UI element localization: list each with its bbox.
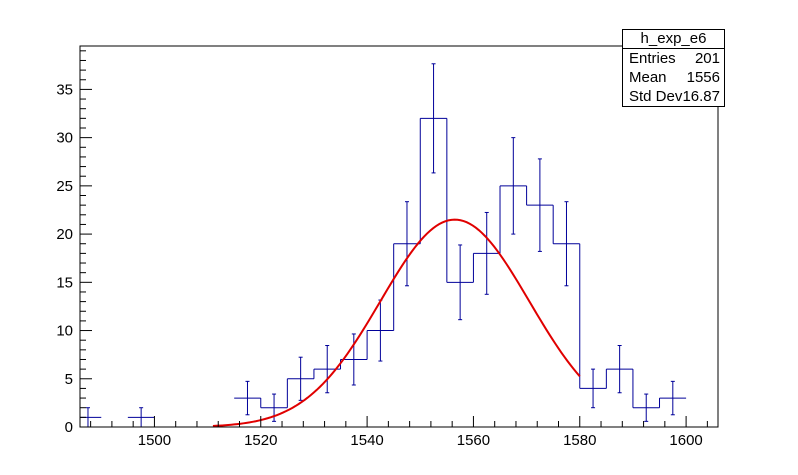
x-tick-label: 1540 (350, 432, 383, 449)
y-tick-label: 20 (56, 226, 73, 243)
x-tick-label: 1500 (138, 432, 171, 449)
y-tick-label: 30 (56, 130, 73, 147)
plot-frame (79, 45, 719, 428)
stats-row-mean: Mean 1556 (623, 68, 724, 87)
stats-value: 16.87 (682, 88, 720, 105)
stats-row-entries: Entries 201 (623, 49, 724, 68)
y-tick-label: 35 (56, 81, 73, 98)
x-tick-label: 1520 (244, 432, 277, 449)
histogram-bin (367, 299, 394, 362)
y-tick-label: 0 (65, 419, 73, 436)
histogram-bin (526, 158, 554, 252)
y-tick-label: 25 (56, 178, 73, 195)
y-tick-label: 10 (56, 323, 73, 340)
histogram-bin (579, 368, 607, 409)
histogram-bin (234, 380, 261, 416)
stats-label: Std Dev (629, 88, 683, 105)
fit-curve-layer (212, 218, 581, 427)
histogram-bin (260, 393, 288, 422)
histogram-bin (127, 407, 155, 427)
histogram-bin (659, 380, 687, 416)
x-tick-label: 1600 (669, 432, 702, 449)
histogram-bin (287, 356, 314, 401)
fit-curve (212, 218, 581, 427)
x-tick-label: 1580 (563, 432, 596, 449)
y-tick-label: 5 (65, 371, 73, 388)
histogram-bin (393, 201, 421, 287)
histogram-bin (446, 244, 474, 321)
stats-label: Mean (629, 69, 667, 86)
histogram-bin (500, 137, 527, 235)
histogram-bin (606, 344, 633, 394)
histogram-bins (80, 63, 687, 427)
x-tick-label: 1560 (457, 432, 490, 449)
histogram-bin (553, 201, 580, 287)
stats-title: h_exp_e6 (623, 30, 724, 49)
y-tick-label: 15 (56, 274, 73, 291)
histogram-bin (420, 63, 447, 174)
stats-label: Entries (629, 50, 676, 67)
stats-row-stddev: Std Dev 16.87 (623, 87, 724, 106)
histogram-bin (340, 333, 368, 386)
stats-value: 201 (694, 50, 720, 67)
stats-value: 1556 (686, 69, 720, 86)
histogram-bin (632, 393, 660, 422)
histogram-bin (473, 211, 501, 295)
stats-box: h_exp_e6 Entries 201 Mean 1556 Std Dev 1… (622, 29, 725, 107)
